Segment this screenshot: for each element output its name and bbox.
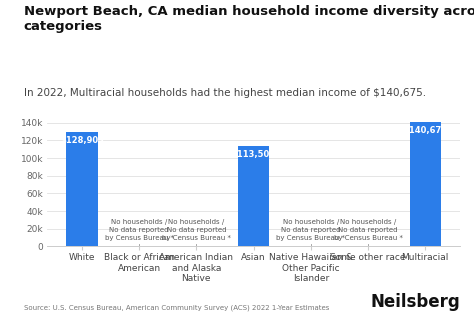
Text: No households /
No data reported
by Census Bureau *: No households / No data reported by Cens… (162, 219, 231, 241)
Text: No households /
No data reported
by Census Bureau *: No households / No data reported by Cens… (276, 219, 345, 241)
Text: $140,675: $140,675 (403, 125, 447, 135)
Bar (410, 122, 441, 246)
Text: In 2022, Multiracial households had the highest median income of $140,675.: In 2022, Multiracial households had the … (24, 88, 426, 99)
Text: Source: U.S. Census Bureau, American Community Survey (ACS) 2022 1-Year Estimate: Source: U.S. Census Bureau, American Com… (24, 305, 329, 311)
Text: No households /
No data reported
by Census Bureau *: No households / No data reported by Cens… (334, 219, 402, 241)
Text: No households /
No data reported
by Census Bureau *: No households / No data reported by Cens… (105, 219, 173, 241)
Text: Newport Beach, CA median household income diversity across racial
categories: Newport Beach, CA median household incom… (24, 5, 474, 33)
Text: $113,509: $113,509 (232, 149, 275, 159)
Bar (238, 146, 269, 246)
Text: $128,903: $128,903 (60, 136, 104, 145)
Bar (66, 132, 98, 246)
Text: Neilsberg: Neilsberg (370, 293, 460, 311)
